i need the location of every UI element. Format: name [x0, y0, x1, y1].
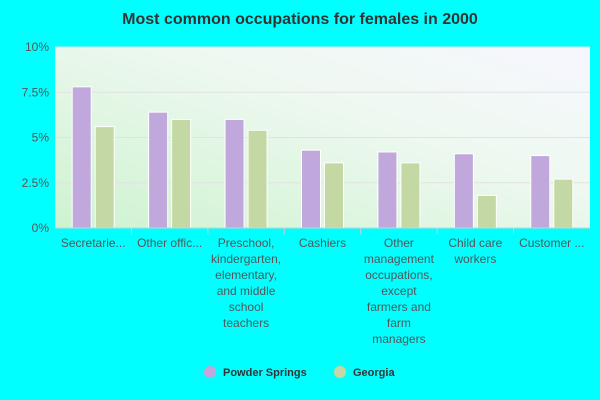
- bar-powder-springs: [301, 149, 321, 229]
- bar-powder-springs: [224, 118, 245, 229]
- legend-swatch: [204, 366, 216, 378]
- bar-georgia: [171, 118, 192, 229]
- legend-swatch: [334, 366, 346, 378]
- bar-powder-springs: [377, 151, 398, 229]
- bar-georgia: [553, 178, 574, 229]
- bar-georgia: [247, 129, 268, 229]
- y-tick-label: 2.5%: [22, 176, 50, 190]
- bar-georgia: [400, 162, 421, 229]
- y-tick-label: 0%: [32, 221, 50, 235]
- x-axis: Secretarie... Other offic... Preschool, kin…: [55, 227, 590, 346]
- x-tick-label: Preschool, kindergarten, elementary, and mi…: [211, 236, 281, 330]
- bar-georgia: [476, 194, 497, 229]
- x-tick-label: Customer ...: [519, 236, 584, 250]
- bar-powder-springs: [148, 111, 169, 229]
- chart-title: Most common occupations for females in 2…: [122, 11, 478, 28]
- x-tick-label: Secretarie...: [61, 236, 126, 250]
- y-axis: 0% 2.5% 5% 7.5% 10%: [22, 40, 50, 235]
- bar-georgia: [94, 126, 115, 229]
- x-tick-label: Other management occupations, except farmers…: [364, 236, 435, 346]
- x-tick-label: Child care workers: [448, 236, 502, 266]
- x-tick-label: Other offic...: [137, 236, 202, 250]
- bar-powder-springs: [453, 153, 474, 229]
- x-tick-label: Cashiers: [299, 236, 346, 250]
- legend-label: Georgia: [353, 367, 395, 379]
- bar-powder-springs: [530, 155, 551, 229]
- legend-label: Powder Springs: [223, 367, 307, 379]
- y-tick-label: 10%: [25, 40, 49, 54]
- bar-georgia: [324, 162, 344, 229]
- y-tick-label: 5%: [32, 131, 50, 145]
- bars: [71, 86, 574, 229]
- bar-powder-springs: [71, 86, 92, 229]
- gridlines: [55, 46, 590, 184]
- y-tick-label: 7.5%: [22, 85, 50, 99]
- legend: Powder Springs Georgia: [204, 366, 395, 379]
